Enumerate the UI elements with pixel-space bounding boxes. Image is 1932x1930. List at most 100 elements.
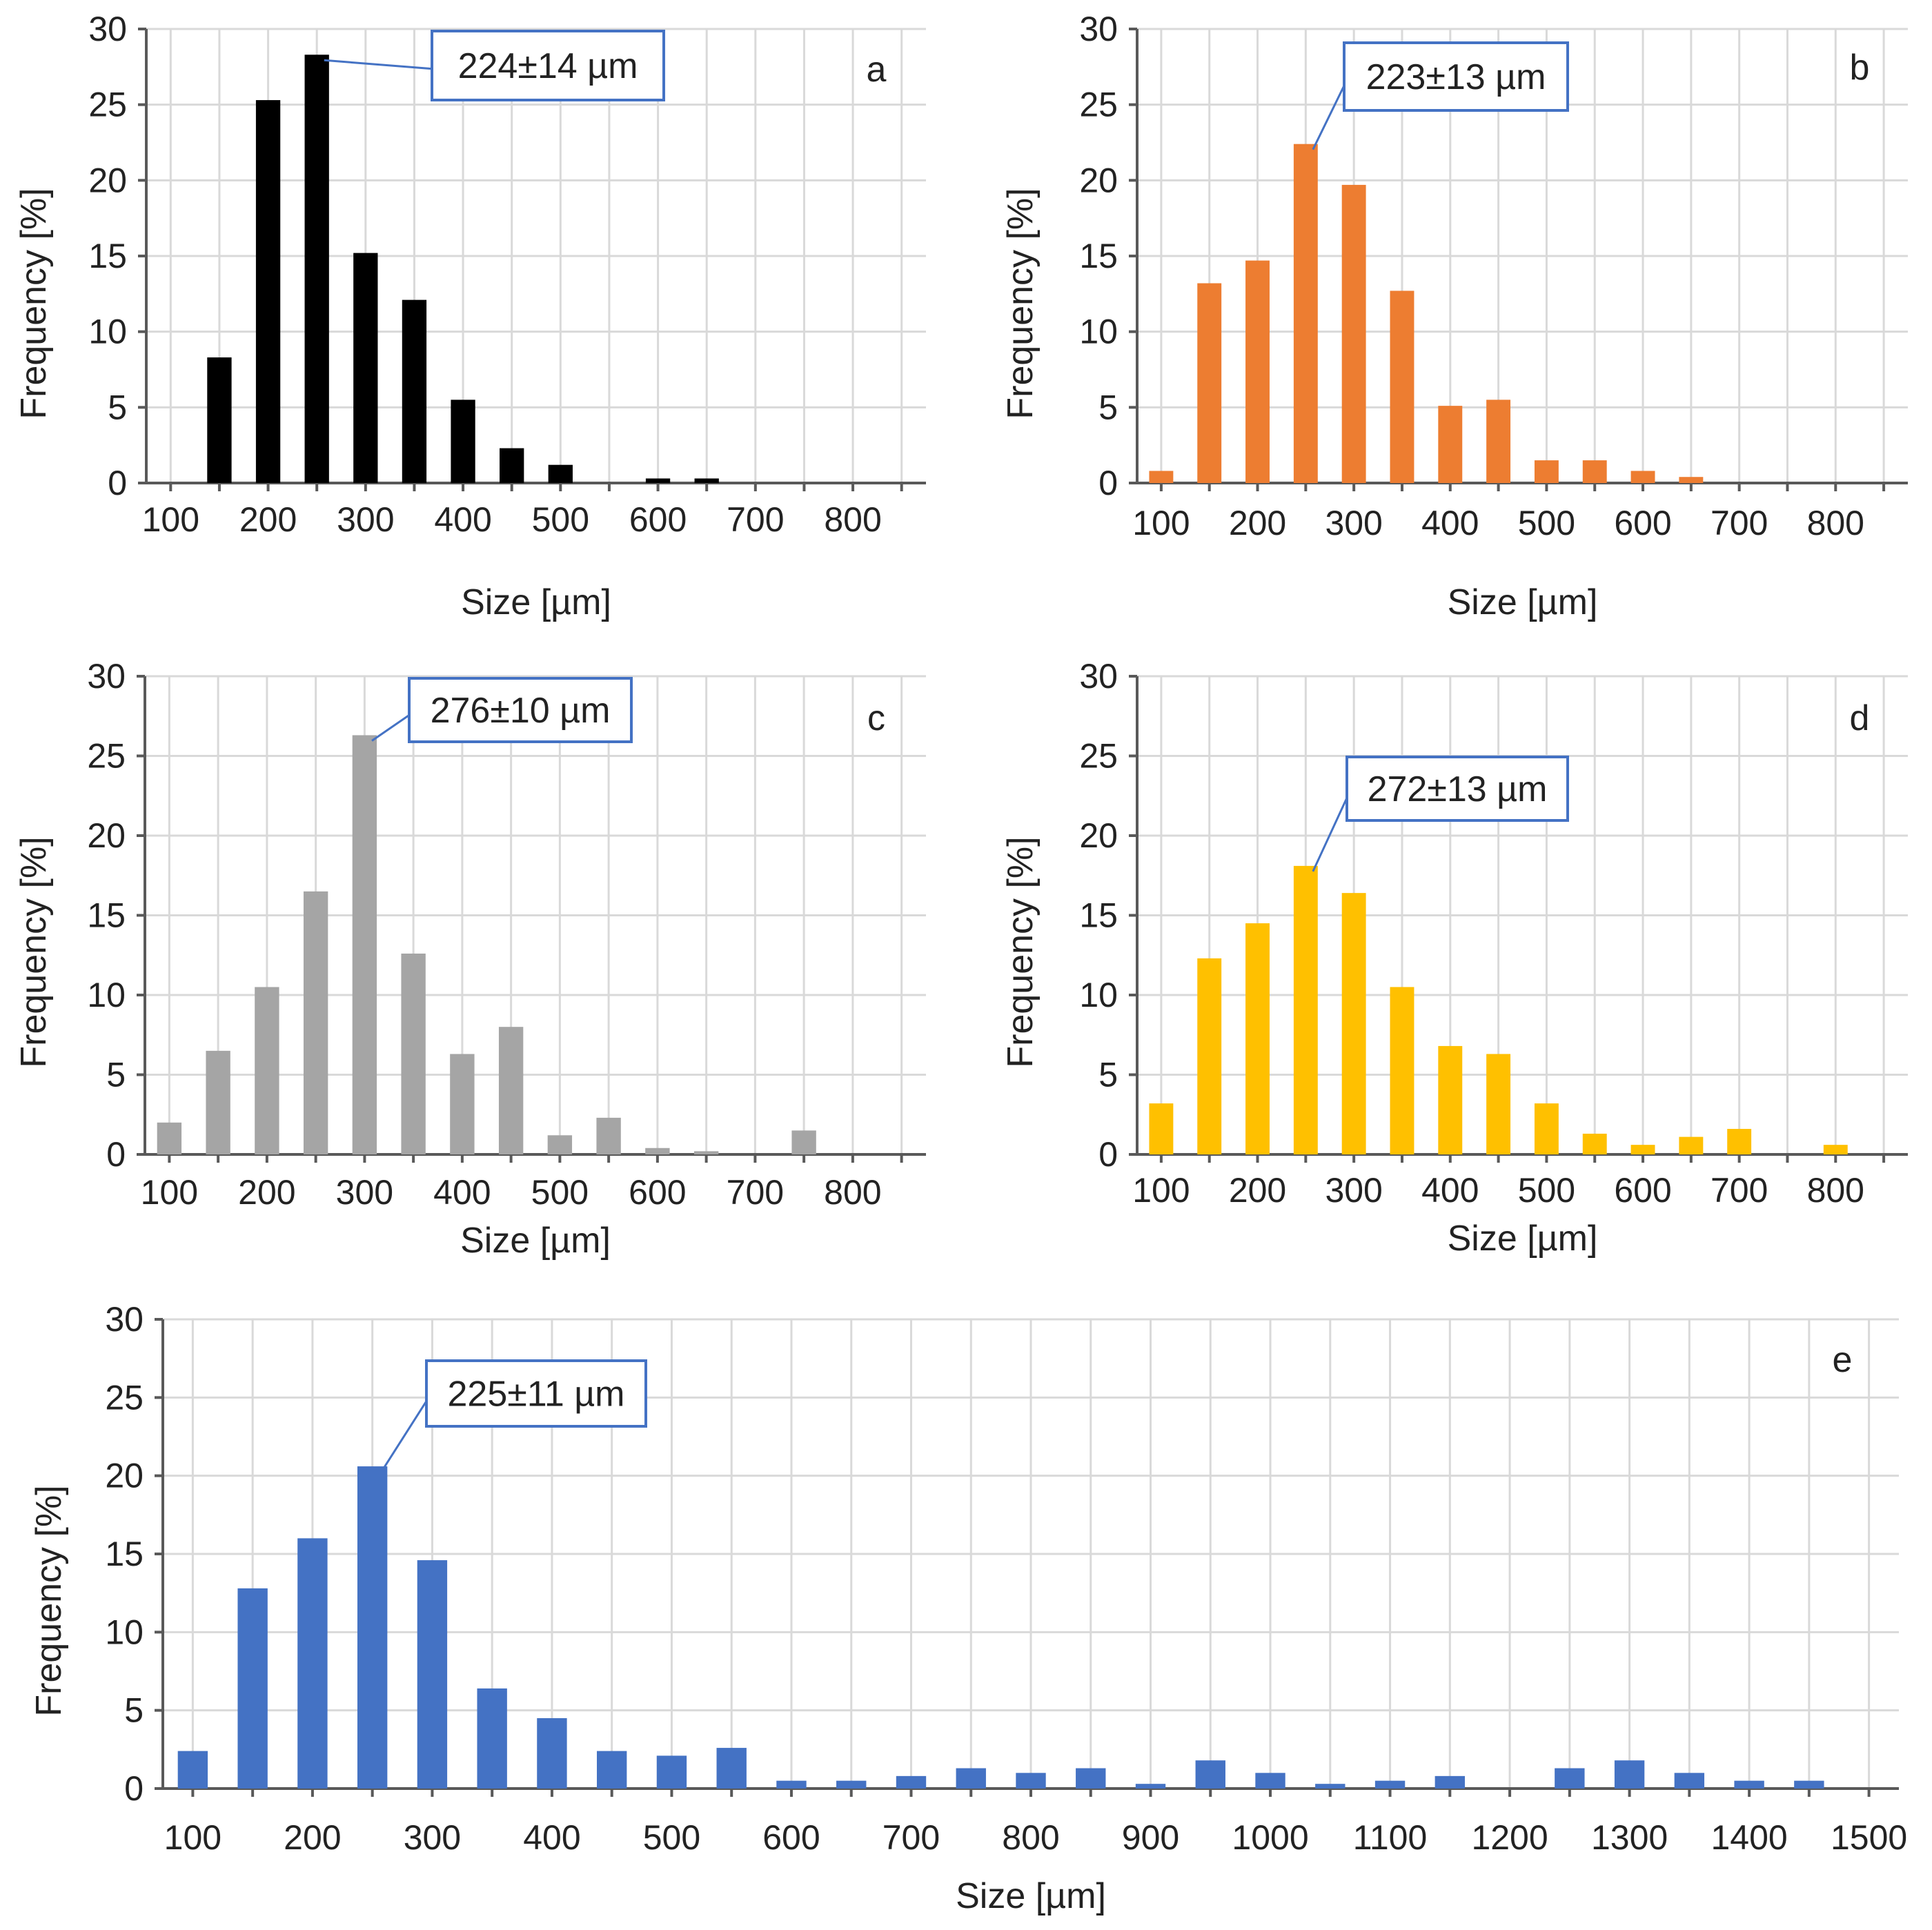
x-tick-label: 200 xyxy=(1229,504,1286,542)
x-tick-label: 800 xyxy=(1807,1171,1864,1210)
panel-label: b xyxy=(1850,48,1870,88)
bar xyxy=(1823,1145,1848,1154)
x-tick-label: 200 xyxy=(1229,1171,1286,1210)
x-tick-label: 100 xyxy=(164,1818,221,1857)
bar xyxy=(417,1560,448,1789)
y-tick-label: 25 xyxy=(105,1378,144,1417)
bar xyxy=(451,400,475,483)
y-tick-label: 10 xyxy=(1079,313,1118,351)
callout-box xyxy=(1346,756,1569,822)
x-tick-label: 400 xyxy=(1421,1171,1479,1210)
x-tick-label: 600 xyxy=(629,500,687,539)
x-tick-label: 700 xyxy=(1711,504,1768,542)
bar xyxy=(547,1135,573,1154)
bar xyxy=(1341,893,1366,1154)
bar xyxy=(206,1050,230,1154)
bar xyxy=(1555,1768,1585,1789)
x-tick-label: 500 xyxy=(532,500,589,539)
y-axis-title: Frequency [%] xyxy=(14,188,54,419)
x-tick-label: 300 xyxy=(1325,504,1382,542)
x-axis-title: Size [µm] xyxy=(461,582,611,622)
bar xyxy=(1734,1780,1764,1789)
bar xyxy=(237,1588,268,1789)
bar xyxy=(450,1054,475,1154)
panel-label: e xyxy=(1833,1340,1853,1380)
bar xyxy=(357,1466,388,1789)
y-tick-label: 25 xyxy=(1079,86,1118,124)
bar xyxy=(353,253,378,483)
y-tick-label: 30 xyxy=(1079,657,1118,696)
bar xyxy=(1674,1773,1705,1789)
bar xyxy=(1390,291,1414,483)
x-tick-label: 700 xyxy=(727,1173,784,1212)
bar xyxy=(177,1751,208,1789)
callout-box xyxy=(1343,41,1569,112)
x-tick-label: 400 xyxy=(1421,504,1479,542)
x-tick-label: 500 xyxy=(643,1818,700,1857)
chart-panel-c: 0 5 10 15 20 25 30 100 200 300 400 500 600 700 800 Size… xyxy=(14,657,926,1261)
bar xyxy=(255,100,281,483)
callout-text: 276±10 µm xyxy=(431,691,611,731)
callout-leader-line xyxy=(1312,791,1351,872)
callout-box xyxy=(431,30,665,101)
x-tick-label: 1500 xyxy=(1831,1818,1907,1857)
x-tick-label: 500 xyxy=(1518,1171,1575,1210)
x-tick-label: 100 xyxy=(1132,504,1190,542)
bar xyxy=(597,1751,627,1789)
x-tick-label: 300 xyxy=(404,1818,461,1857)
bar xyxy=(1245,260,1270,483)
y-tick-label: 30 xyxy=(88,10,127,48)
bar xyxy=(1293,865,1318,1154)
bar xyxy=(1630,471,1655,483)
x-tick-label: 100 xyxy=(142,500,199,539)
bar xyxy=(1341,184,1366,483)
bar xyxy=(498,1027,524,1154)
chart-panel-b: 0 5 10 15 20 25 30 100 200 300 400 500 600 700 800 Size… xyxy=(1000,10,1908,622)
bar xyxy=(694,478,719,483)
callout-leader-line xyxy=(371,712,413,742)
x-tick-label: 400 xyxy=(523,1818,580,1857)
bar xyxy=(1245,923,1270,1154)
y-tick-label: 25 xyxy=(87,737,126,776)
bar xyxy=(1390,987,1414,1154)
y-tick-label: 30 xyxy=(1079,10,1118,48)
y-tick-label: 0 xyxy=(106,1135,126,1174)
y-axis-title: Frequency [%] xyxy=(29,1485,69,1716)
x-tick-label: 800 xyxy=(1807,504,1864,542)
x-tick-label: 800 xyxy=(824,1173,881,1212)
bar xyxy=(401,953,426,1154)
y-axis-title: Frequency [%] xyxy=(1000,188,1041,419)
bar xyxy=(1197,958,1222,1154)
y-axis-title: Frequency [%] xyxy=(14,836,54,1067)
callout-text: 224±14 µm xyxy=(458,46,638,86)
x-tick-label: 300 xyxy=(337,500,394,539)
bar xyxy=(1197,283,1222,483)
x-tick-label: 600 xyxy=(762,1818,820,1857)
bar xyxy=(1293,144,1318,483)
panel-label: a xyxy=(867,50,887,90)
y-tick-label: 10 xyxy=(88,313,127,351)
x-tick-label: 1300 xyxy=(1591,1818,1668,1857)
bar xyxy=(1149,1103,1174,1154)
y-tick-label: 5 xyxy=(1098,1056,1118,1094)
y-tick-label: 20 xyxy=(1079,161,1118,199)
y-tick-label: 15 xyxy=(1079,237,1118,275)
x-tick-label: 300 xyxy=(336,1173,393,1212)
bar xyxy=(596,1117,621,1154)
bar xyxy=(255,987,279,1154)
y-tick-label: 0 xyxy=(1098,464,1118,502)
bar xyxy=(645,478,671,483)
x-tick-label: 500 xyxy=(531,1173,589,1212)
bar xyxy=(1149,471,1174,483)
x-axis-title: Size [µm] xyxy=(460,1221,611,1261)
y-tick-label: 5 xyxy=(124,1691,144,1730)
bar xyxy=(1582,460,1607,483)
x-tick-label: 600 xyxy=(1614,504,1671,542)
x-tick-label: 1200 xyxy=(1471,1818,1548,1857)
bar xyxy=(645,1148,670,1154)
y-tick-label: 10 xyxy=(105,1613,144,1651)
bar xyxy=(548,464,573,483)
y-tick-label: 15 xyxy=(88,237,127,275)
x-axis-title: Size [µm] xyxy=(1448,1219,1598,1259)
bar xyxy=(1435,1775,1465,1789)
